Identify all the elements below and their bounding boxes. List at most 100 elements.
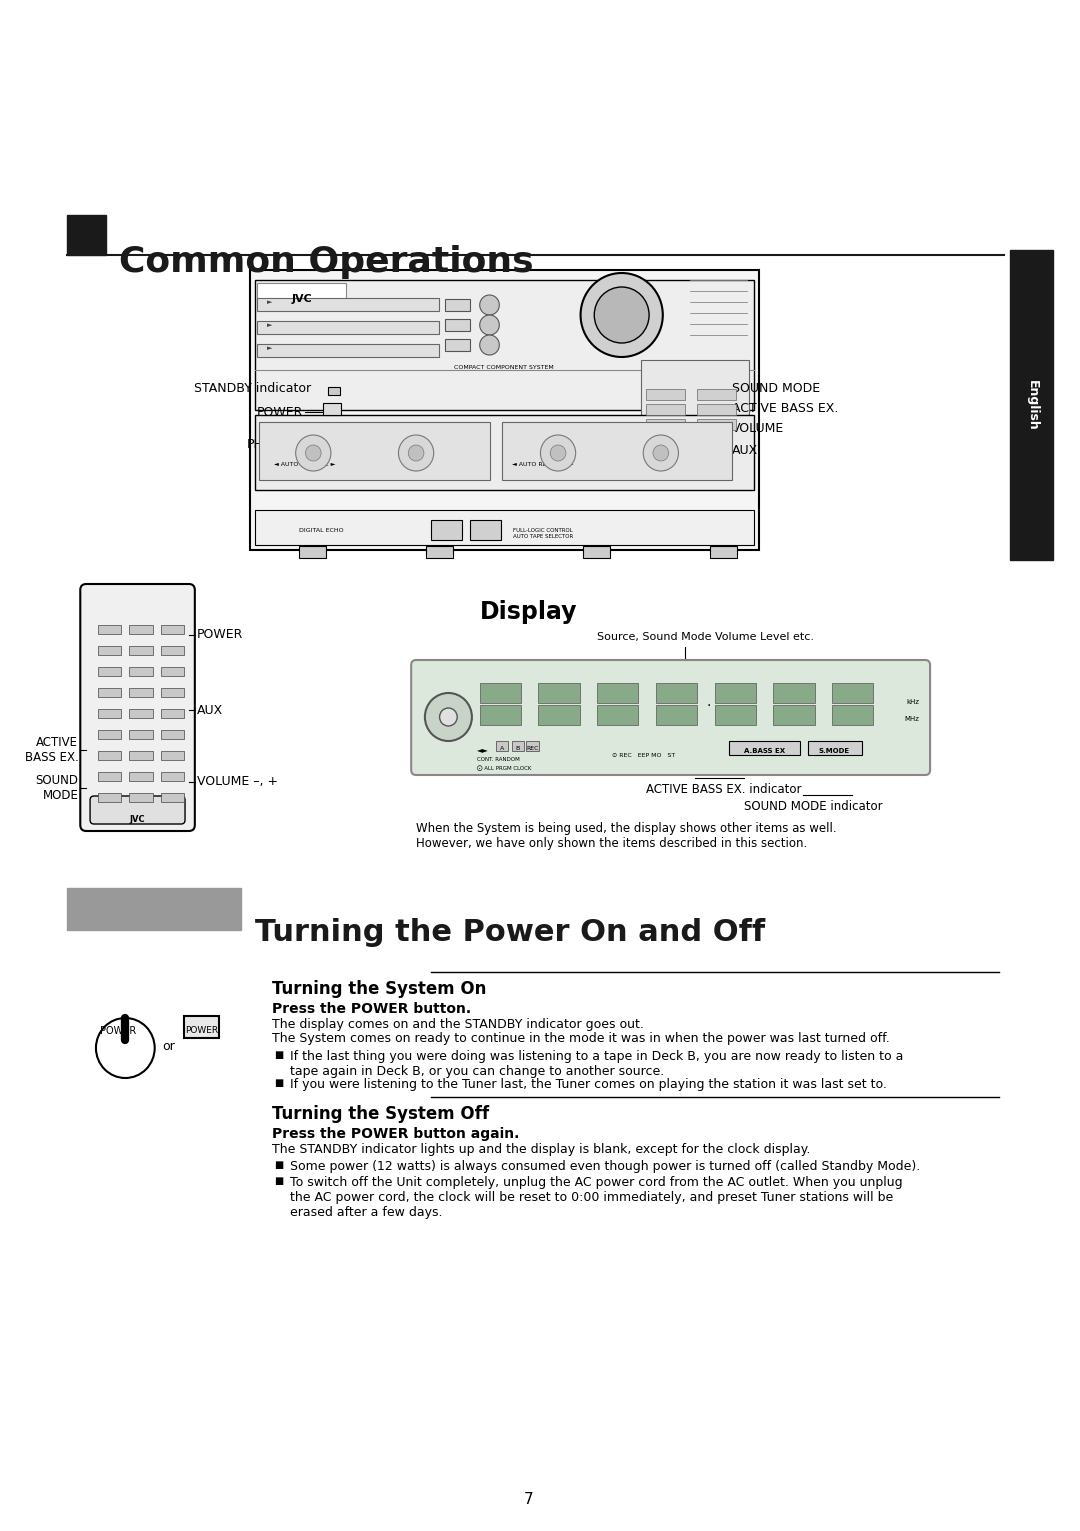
Bar (298, 547, 326, 557)
Bar (445, 299, 470, 311)
Circle shape (550, 446, 566, 461)
Circle shape (337, 438, 351, 452)
Text: AUX: AUX (197, 704, 224, 717)
Bar (729, 741, 800, 755)
Bar (98, 668, 121, 677)
Text: JVC: JVC (130, 814, 146, 824)
FancyBboxPatch shape (411, 660, 930, 775)
Text: COMPACT COMPONENT SYSTEM: COMPACT COMPONENT SYSTEM (455, 364, 554, 371)
Bar (161, 646, 184, 655)
Bar (98, 625, 121, 634)
Bar (98, 646, 121, 655)
Text: B: B (516, 746, 521, 752)
Text: AUX: AUX (732, 444, 758, 456)
Bar (130, 709, 152, 718)
Bar (161, 709, 184, 718)
Bar (808, 741, 862, 755)
Bar (255, 415, 754, 490)
Text: JVC: JVC (292, 294, 312, 305)
Bar (98, 772, 121, 781)
Text: ◄ AUTO REVERSE ►: ◄ AUTO REVERSE ► (274, 462, 336, 467)
FancyBboxPatch shape (80, 583, 194, 831)
Bar (257, 299, 438, 311)
Bar (257, 322, 438, 334)
Text: POWER: POWER (99, 1026, 136, 1036)
Text: MHz: MHz (904, 717, 919, 723)
Bar (470, 521, 501, 540)
Text: If you were listening to the Tuner last, the Tuner comes on playing the station : If you were listening to the Tuner last,… (289, 1078, 887, 1092)
Bar (130, 668, 152, 677)
Bar (710, 547, 738, 557)
Text: ►: ► (267, 344, 272, 351)
Text: PHONES: PHONES (246, 438, 298, 452)
Bar (161, 625, 184, 634)
Bar (656, 683, 697, 703)
Bar (426, 547, 454, 557)
Text: ■: ■ (274, 1176, 283, 1187)
Bar (480, 704, 521, 726)
Bar (646, 389, 686, 400)
Circle shape (480, 315, 499, 335)
Bar (259, 423, 489, 481)
Bar (98, 730, 121, 739)
Bar (98, 709, 121, 718)
Circle shape (480, 335, 499, 355)
Bar (697, 419, 737, 430)
Bar (161, 668, 184, 677)
Bar (98, 793, 121, 802)
Text: Turning the System On: Turning the System On (272, 980, 487, 998)
Bar (98, 752, 121, 759)
Bar (257, 344, 438, 357)
Bar (130, 752, 152, 759)
Text: Turning the Power On and Off: Turning the Power On and Off (255, 919, 765, 948)
Bar (445, 338, 470, 351)
Text: kHz: kHz (906, 700, 919, 704)
Bar (539, 704, 580, 726)
Circle shape (644, 435, 678, 472)
Text: SOUND MODE: SOUND MODE (732, 381, 821, 395)
Circle shape (301, 438, 315, 452)
Bar (697, 404, 737, 415)
Text: ⊙ REC   EEP MO   ST: ⊙ REC EEP MO ST (612, 753, 675, 758)
Bar (773, 704, 814, 726)
Circle shape (320, 438, 333, 452)
Text: SOUND MODE indicator: SOUND MODE indicator (744, 801, 882, 813)
Circle shape (399, 435, 434, 472)
Text: Some power (12 watts) is always consumed even though power is turned off (called: Some power (12 watts) is always consumed… (289, 1160, 920, 1173)
Bar (497, 741, 508, 752)
Circle shape (424, 694, 472, 741)
Bar (130, 772, 152, 781)
Bar (597, 683, 638, 703)
Text: ACTIVE BASS EX. indicator: ACTIVE BASS EX. indicator (646, 782, 801, 796)
Text: SOUND
MODE: SOUND MODE (36, 775, 79, 802)
Text: Source, Sound Mode Volume Level etc.: Source, Sound Mode Volume Level etc. (597, 632, 814, 641)
Bar (130, 730, 152, 739)
Circle shape (296, 435, 330, 472)
Bar (502, 423, 732, 481)
Text: ACTIVE BASS EX.: ACTIVE BASS EX. (732, 401, 839, 415)
Text: ■: ■ (274, 1078, 283, 1089)
Bar (257, 283, 346, 305)
Circle shape (653, 446, 669, 461)
Text: A: A (500, 746, 504, 752)
Bar (512, 741, 524, 752)
Bar (67, 214, 106, 256)
Circle shape (96, 1018, 154, 1078)
Text: STANDBY indicator: STANDBY indicator (194, 381, 311, 395)
Bar (833, 683, 874, 703)
Circle shape (540, 435, 576, 472)
Text: ⨀ ALL PRGM CLOCK: ⨀ ALL PRGM CLOCK (476, 766, 531, 770)
Text: Common Operations: Common Operations (120, 245, 535, 279)
Bar (161, 752, 184, 759)
Text: ■: ■ (274, 1050, 283, 1059)
Text: A.BASS EX: A.BASS EX (744, 749, 785, 753)
Text: The display comes on and the STANDBY indicator goes out.: The display comes on and the STANDBY ind… (272, 1018, 644, 1030)
FancyBboxPatch shape (90, 796, 185, 824)
Text: Press the POWER button again.: Press the POWER button again. (272, 1127, 519, 1141)
Circle shape (581, 273, 663, 357)
Text: 7: 7 (524, 1493, 534, 1507)
Text: ►: ► (267, 299, 272, 305)
Bar (67, 888, 241, 929)
Text: Display: Display (480, 600, 577, 625)
Text: POWER: POWER (197, 629, 243, 641)
